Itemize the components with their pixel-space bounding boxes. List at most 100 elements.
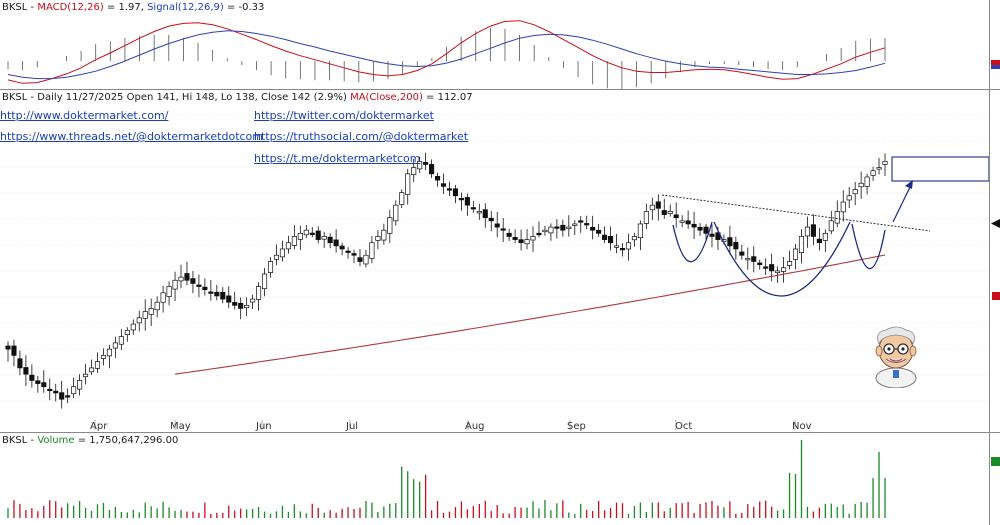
candle-body (792, 248, 799, 260)
candle-body (429, 164, 435, 175)
month-label-sep: Sep (567, 421, 586, 432)
candle-body (94, 361, 101, 369)
candle-body (345, 250, 351, 253)
volume-pane (7, 440, 886, 518)
candle-body (542, 229, 548, 233)
candle-body (578, 220, 584, 223)
month-label-oct: Oct (675, 421, 693, 432)
volume-header: BKSL - Volume = 1,750,647,296.00 (2, 435, 178, 446)
volume-label: Volume (37, 435, 75, 446)
doctor-mascot-logo (875, 326, 917, 388)
candle-body (763, 266, 769, 269)
candle-body (846, 195, 852, 201)
candle-body (65, 395, 71, 398)
candle-body (464, 197, 470, 206)
candle-body (613, 245, 620, 248)
candle-body (703, 226, 709, 234)
candle-body (446, 188, 453, 191)
macd-label: MACD(12,26) (37, 2, 104, 13)
candle-body (417, 160, 423, 170)
candle-body (29, 374, 35, 381)
candle-body (667, 211, 673, 214)
candle-body (500, 228, 506, 231)
pattern-annotations (661, 156, 990, 297)
candle-body (566, 226, 572, 229)
candle-body (327, 236, 333, 244)
candle-body (810, 224, 816, 237)
candle-body (142, 311, 148, 319)
candle-body (381, 229, 387, 241)
candle-body (584, 223, 590, 226)
candle-body (816, 238, 822, 244)
candle-body (273, 254, 280, 260)
candle-body (834, 211, 840, 224)
candle-body (190, 278, 196, 284)
macd-value: = 1.97, (103, 2, 148, 13)
candle-body (238, 302, 244, 309)
candle-body (870, 170, 876, 176)
gridlines (0, 114, 990, 430)
candle-body (590, 226, 596, 231)
candle-body (440, 183, 447, 187)
candle-body (798, 236, 805, 253)
candle-body (41, 382, 47, 388)
price-pane (5, 152, 888, 409)
price-info: BKSL - Daily 11/27/2025 Open 141, Hi 148… (2, 92, 351, 103)
candle-body (536, 232, 542, 236)
candle-body (154, 301, 160, 311)
link-telegram[interactable]: https://t.me/doktermarketcom (254, 152, 421, 165)
candle-body (136, 317, 142, 324)
candle-body (625, 242, 632, 250)
link-twitter[interactable]: https://twitter.com/doktermarket (254, 109, 434, 122)
left-shoulder-arc (672, 221, 713, 263)
candle-body (339, 245, 345, 250)
volume-ticker: BKSL - (2, 435, 38, 446)
candle-body (226, 295, 232, 303)
candle-body (643, 211, 649, 224)
candle-body (47, 388, 53, 392)
candle-body (691, 223, 697, 228)
candle-body (649, 204, 655, 211)
candle-body (608, 235, 614, 244)
volume-value: = 1,750,647,296.00 (74, 435, 179, 446)
candle-body (405, 173, 411, 195)
candle-body (279, 248, 285, 258)
candle-body (637, 223, 643, 238)
candle-body (769, 264, 775, 272)
candle-body (786, 261, 793, 266)
link-truthsocial[interactable]: https://truthsocial.com/@doktermarket (254, 130, 469, 143)
target-box (891, 156, 990, 182)
candle-body (482, 209, 488, 219)
candle-body (727, 237, 733, 247)
candle-body (178, 276, 184, 282)
link-threads[interactable]: https://www.threads.net/@doktermarketdot… (0, 130, 263, 143)
candle-body (130, 323, 136, 331)
candle-body (524, 239, 530, 245)
link-website[interactable]: http://www.doktermarket.com/ (0, 109, 169, 122)
candle-body (351, 253, 357, 256)
candle-body (256, 286, 262, 300)
candle-body (548, 226, 554, 234)
candle-body (733, 241, 739, 250)
candle-body (172, 279, 178, 290)
resistance-trendline (661, 194, 931, 232)
ma-value: = 112.07 (422, 92, 473, 103)
month-label-nov: Nov (792, 421, 812, 432)
candle-body (53, 390, 59, 394)
candle-body (393, 204, 399, 222)
candle-body (435, 175, 441, 181)
candle-body (494, 223, 500, 228)
volume-marker-icon (991, 457, 1000, 466)
candle-body (679, 220, 685, 223)
candle-body (118, 336, 124, 345)
candle-body (554, 226, 560, 229)
candle-body (196, 284, 202, 287)
macd-line (7, 20, 886, 84)
candle-body (852, 189, 858, 195)
candle-body (267, 261, 274, 273)
candle-body (602, 234, 608, 240)
candle-body (106, 348, 112, 357)
month-label-apr: Apr (90, 421, 108, 432)
macd-pane (7, 20, 886, 90)
candle-body (697, 226, 703, 231)
